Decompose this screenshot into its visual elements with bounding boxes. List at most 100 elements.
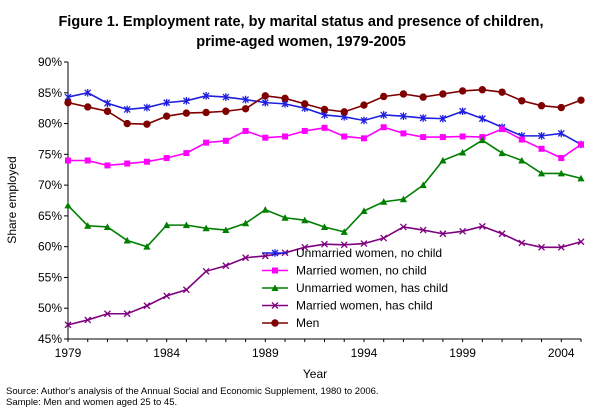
data-point (202, 224, 210, 232)
data-point (301, 127, 308, 134)
legend-marker (271, 319, 279, 327)
data-point (340, 241, 348, 249)
data-point (321, 124, 328, 131)
data-point (380, 234, 388, 242)
data-point (143, 158, 150, 165)
series-2 (65, 124, 584, 169)
axes (67, 62, 581, 340)
data-point (360, 207, 368, 214)
data-point (459, 148, 467, 156)
data-point (202, 92, 210, 100)
source-note: Source: Author's analysis of the Annual … (6, 386, 379, 408)
y-axis-ticks: 45% 50% 55% 60% 65% 70% 75% 80% 85% 90% (38, 55, 68, 346)
data-point (182, 109, 191, 117)
series-layer (64, 86, 585, 329)
data-point (222, 262, 230, 270)
data-point (399, 195, 408, 203)
data-point (360, 135, 367, 142)
legend-label: Unmarried women, no child (296, 246, 442, 260)
data-point (242, 254, 250, 262)
data-point (84, 157, 91, 164)
data-point (498, 88, 506, 96)
data-point (123, 310, 131, 318)
data-point (163, 221, 171, 229)
data-point (103, 107, 112, 115)
data-point (478, 86, 487, 94)
legend-label: Married women, no child (296, 264, 427, 278)
data-point (320, 105, 329, 114)
data-point (439, 114, 447, 123)
data-point (557, 243, 565, 251)
data-point (478, 114, 486, 123)
data-point (557, 129, 565, 138)
data-point (163, 292, 171, 300)
y-tick-label: 70% (38, 178, 62, 192)
data-point (242, 95, 250, 104)
legend-marker (271, 284, 279, 291)
data-point (143, 103, 151, 112)
legend-marker (271, 302, 279, 309)
data-point (538, 243, 545, 251)
data-point (182, 96, 190, 105)
data-point (439, 230, 447, 238)
data-point (222, 137, 229, 144)
data-point (84, 103, 92, 111)
x-tick-label: 1989 (252, 346, 279, 360)
series-3 (64, 136, 585, 250)
data-point (182, 286, 190, 294)
y-tick-label: 80% (38, 117, 62, 131)
data-point (518, 136, 525, 143)
data-point (64, 98, 72, 107)
data-point (557, 169, 565, 177)
sample-line: Sample: Men and women aged 25 to 45. (6, 397, 178, 408)
data-point (261, 92, 270, 100)
data-point (64, 321, 72, 329)
data-point (459, 107, 467, 116)
data-point (399, 223, 407, 231)
data-point (282, 133, 289, 140)
data-point (143, 302, 151, 310)
data-point (399, 112, 407, 120)
chart-title-line-2: prime-aged women, 1979-2005 (196, 34, 406, 50)
series-5 (64, 86, 585, 128)
x-tick-label: 1999 (449, 346, 476, 360)
data-point (419, 226, 427, 234)
data-point (380, 198, 388, 205)
data-point (459, 133, 466, 140)
legend-label: Unmarried women, has child (296, 281, 448, 295)
data-point (124, 160, 131, 167)
data-point (241, 105, 250, 113)
data-point (458, 87, 467, 95)
data-point (478, 222, 486, 230)
data-point (222, 107, 230, 115)
y-tick-label: 65% (38, 209, 62, 223)
legend-item: Unmarried women, no child (262, 246, 442, 260)
data-point (499, 126, 506, 133)
data-point (419, 114, 427, 122)
data-point (537, 169, 546, 177)
data-point (143, 243, 151, 250)
series-4 (64, 222, 585, 329)
data-point (242, 127, 249, 134)
legend-item: Married women, no child (262, 264, 427, 278)
data-point (104, 99, 111, 108)
data-point (261, 252, 269, 260)
data-point (340, 108, 348, 116)
data-point (104, 310, 111, 318)
data-point (123, 119, 131, 128)
y-tick-label: 75% (38, 147, 62, 161)
series-line (67, 139, 582, 248)
data-point (557, 103, 565, 112)
data-point (340, 228, 348, 235)
data-point (162, 112, 171, 120)
data-point (420, 134, 427, 141)
x-tick-label: 1984 (153, 346, 180, 360)
data-point (123, 105, 131, 114)
data-point (64, 201, 72, 209)
data-point (399, 90, 408, 98)
data-point (103, 223, 112, 230)
data-point (577, 238, 585, 246)
data-point (84, 88, 92, 97)
data-point (84, 316, 92, 324)
